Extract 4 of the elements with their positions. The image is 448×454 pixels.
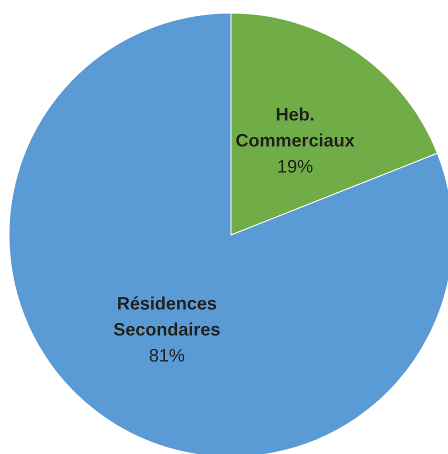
data-label: 19% xyxy=(277,156,314,177)
data-label: 81% xyxy=(148,345,185,366)
slice-label: Heb. Commerciaux xyxy=(236,104,355,151)
slice-label: Résidences Secondaires xyxy=(113,293,220,340)
